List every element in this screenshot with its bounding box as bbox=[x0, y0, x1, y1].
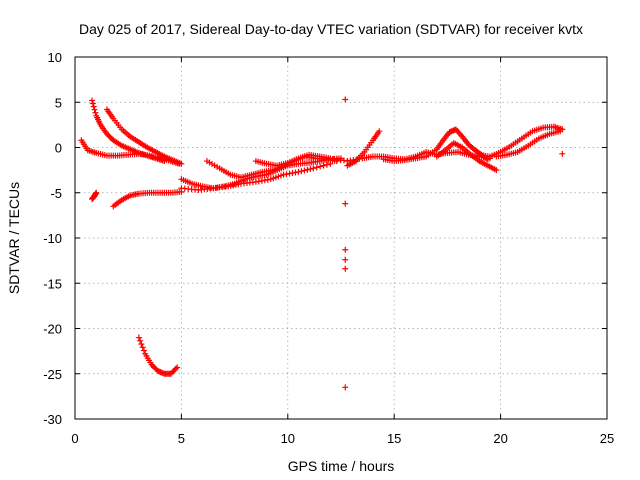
series-arc-e bbox=[89, 189, 100, 203]
series-outliers bbox=[342, 96, 566, 391]
axis-ticks: 0 5 10 15 20 25 10 5 0 -5 -10 -15 -20 -25 -30 bbox=[43, 50, 614, 446]
data-point bbox=[89, 100, 96, 107]
y-tick-label: -5 bbox=[50, 186, 62, 201]
data-point bbox=[135, 334, 142, 341]
y-tick-label: 5 bbox=[55, 95, 62, 110]
data-point bbox=[298, 168, 305, 175]
data-point bbox=[342, 96, 349, 103]
data-point bbox=[90, 103, 97, 110]
series-arc-n bbox=[433, 139, 500, 174]
series-arc-d bbox=[110, 188, 185, 210]
data-point bbox=[320, 162, 327, 169]
grid-lines bbox=[75, 57, 607, 419]
data-point bbox=[493, 167, 500, 174]
data-point bbox=[310, 165, 317, 172]
data-point bbox=[376, 128, 383, 135]
series-arc-c bbox=[78, 137, 183, 167]
data-point bbox=[93, 189, 100, 196]
data-point bbox=[138, 341, 145, 348]
data-point bbox=[92, 109, 99, 116]
y-tick-label: 10 bbox=[48, 50, 62, 65]
data-point bbox=[301, 167, 308, 174]
y-tick-label: -25 bbox=[43, 367, 62, 382]
data-point bbox=[137, 337, 144, 344]
x-tick-label: 10 bbox=[281, 431, 295, 446]
data-point bbox=[327, 160, 334, 167]
data-point bbox=[342, 265, 349, 272]
series-arc-i bbox=[178, 160, 334, 194]
x-tick-label: 15 bbox=[387, 431, 401, 446]
data-point bbox=[304, 166, 311, 173]
data-point bbox=[342, 200, 349, 207]
y-tick-label: 0 bbox=[55, 141, 62, 156]
series-arc-o bbox=[476, 123, 566, 160]
data-point bbox=[342, 384, 349, 391]
data-point bbox=[342, 256, 349, 263]
data-marks bbox=[78, 96, 566, 391]
data-point bbox=[295, 168, 302, 175]
series-arc-j bbox=[252, 151, 351, 169]
y-tick-label: -30 bbox=[43, 412, 62, 427]
x-tick-label: 5 bbox=[178, 431, 185, 446]
data-point bbox=[172, 365, 179, 372]
data-point bbox=[89, 97, 96, 104]
data-point bbox=[307, 166, 314, 173]
data-point bbox=[559, 150, 566, 157]
data-point bbox=[317, 163, 324, 170]
series-arc-m bbox=[380, 126, 491, 165]
data-point bbox=[313, 164, 320, 171]
x-axis-label: GPS time / hours bbox=[288, 458, 395, 474]
plot-frame bbox=[74, 56, 608, 420]
chart-title: Day 025 of 2017, Sidereal Day-to-day VTE… bbox=[79, 21, 583, 37]
data-point bbox=[140, 347, 147, 354]
y-tick-label: -15 bbox=[43, 276, 62, 291]
series-arc-p bbox=[493, 128, 564, 160]
y-tick-label: -10 bbox=[43, 231, 62, 246]
series-arc-f bbox=[135, 334, 181, 377]
x-tick-label: 25 bbox=[600, 431, 614, 446]
data-point bbox=[174, 364, 181, 371]
y-axis-label: SDTVAR / TECUs bbox=[6, 182, 22, 294]
data-point bbox=[557, 128, 564, 135]
x-tick-label: 0 bbox=[71, 431, 78, 446]
y-tick-label: -20 bbox=[43, 322, 62, 337]
data-point bbox=[91, 106, 98, 113]
data-point bbox=[323, 161, 330, 168]
x-tick-label: 20 bbox=[493, 431, 507, 446]
data-point bbox=[342, 246, 349, 253]
data-point bbox=[176, 160, 183, 167]
data-point bbox=[139, 344, 146, 351]
